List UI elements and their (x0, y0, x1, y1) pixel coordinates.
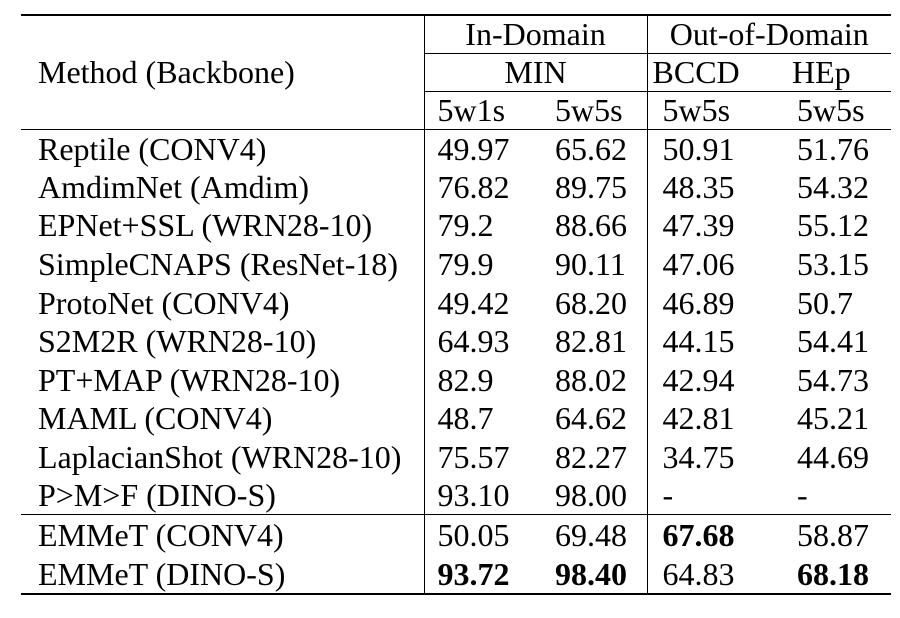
in-domain-group-header: In-Domain (424, 15, 648, 54)
value-cell-hep-5w5s: 54.32 (797, 168, 869, 205)
value-cell-min-5w1s: 49.97 (437, 130, 510, 167)
shots-header-min-5w1s: 5w1s (424, 91, 540, 130)
value-cell-min-5w1s: 79.9 (437, 246, 494, 283)
dataset-header-min: MIN (424, 53, 648, 92)
header-shots-row: 5w1s 5w5s 5w5s 5w5s (21, 91, 891, 130)
value-cell-hep-5w5s: 68.18 (797, 555, 869, 592)
table-row: EMMeT (CONV4) 50.05 69.48 67.68 58.87 (21, 514, 891, 555)
value-cell-min-5w5s: 98.00 (540, 476, 648, 515)
value-cell-min-5w1s: 50.05 (424, 514, 540, 555)
value-cell-bccd-5w5s: 44.15 (662, 323, 735, 360)
method-cell: SimpleCNAPS (ResNet-18) (21, 244, 425, 284)
dataset-header-bccd: BCCD (647, 53, 780, 92)
value-cell-bccd-5w5s: 47.06 (662, 246, 735, 283)
method-cell: S2M2R (WRN28-10) (21, 321, 425, 361)
table-row: P>M>F (DINO-S) 93.10 98.00 - - (21, 476, 891, 515)
value-cell-hep-5w5s: 44.69 (797, 439, 869, 476)
value-cell-min-5w1s: 76.82 (437, 168, 510, 205)
value-cell-min-5w5s: 68.20 (540, 283, 648, 322)
method-cell: EMMeT (CONV4) (21, 514, 425, 555)
value-cell-min-5w5s: 89.75 (540, 167, 648, 207)
value-cell-bccd-5w5s: 64.83 (662, 555, 735, 592)
table-row: EPNet+SSL (WRN28-10) 79.2 88.66 47.39 55… (21, 206, 891, 245)
value-cell-bccd-5w5s: 50.91 (662, 130, 735, 167)
value-cell-min-5w5s: 90.11 (540, 244, 648, 284)
header-dataset-row: MIN BCCD HEp (21, 53, 891, 92)
method-cell: AmdimNet (Amdim) (21, 167, 425, 207)
table-row: PT+MAP (WRN28-10) 82.9 88.02 42.94 54.73 (21, 360, 891, 400)
value-cell-min-5w5s: 65.62 (540, 129, 648, 168)
method-cell: LaplacianShot (WRN28-10) (21, 437, 425, 477)
value-cell-min-5w5s: 82.27 (540, 437, 648, 477)
method-cell: EMMeT (DINO-S) (21, 554, 425, 594)
value-cell-min-5w1s: 49.42 (437, 284, 510, 321)
method-cell: Reptile (CONV4) (21, 129, 425, 168)
value-cell-bccd-5w5s: 48.35 (662, 168, 735, 205)
value-cell-hep-5w5s: 58.87 (780, 514, 891, 555)
value-cell-hep-5w5s: - (797, 477, 808, 514)
value-cell-min-5w1s: 93.10 (437, 477, 510, 514)
header-group-row: Method (Backbone) In-Domain Out-of-Domai… (21, 15, 891, 130)
value-cell-hep-5w5s: 51.76 (797, 130, 869, 167)
value-cell-hep-5w5s: 54.41 (797, 323, 869, 360)
value-cell-bccd-5w5s: 46.89 (662, 284, 735, 321)
method-cell: MAML (CONV4) (21, 399, 425, 438)
value-cell-bccd-5w5s: 34.75 (662, 439, 735, 476)
table-row: SimpleCNAPS (ResNet-18) 79.9 90.11 47.06… (21, 244, 891, 284)
table-row: S2M2R (WRN28-10) 64.93 82.81 44.15 54.41 (21, 321, 891, 361)
method-cell: P>M>F (DINO-S) (21, 476, 425, 515)
shots-header-hep-5w5s: 5w5s (780, 91, 891, 130)
emmet-rows: EMMeT (CONV4) 50.05 69.48 67.68 58.87 EM… (21, 514, 891, 594)
value-cell-min-5w1s: 93.72 (437, 555, 510, 592)
value-cell-min-5w1s: 82.9 (437, 361, 494, 398)
out-of-domain-group-header: Out-of-Domain (647, 15, 891, 54)
table-row: LaplacianShot (WRN28-10) 75.57 82.27 34.… (21, 437, 891, 477)
table-row: MAML (CONV4) 48.7 64.62 42.81 45.21 (21, 399, 891, 438)
value-cell-min-5w5s: 64.62 (540, 399, 648, 438)
table-header: Method (Backbone) In-Domain Out-of-Domai… (21, 15, 891, 130)
value-cell-hep-5w5s: 50.7 (797, 284, 853, 321)
value-cell-bccd-5w5s: 67.68 (647, 514, 780, 555)
table-row: Reptile (CONV4) 49.97 65.62 50.91 51.76 (21, 129, 891, 168)
value-cell-min-5w1s: 79.2 (437, 207, 494, 244)
value-cell-min-5w5s: 69.48 (540, 514, 648, 555)
method-cell: ProtoNet (CONV4) (21, 283, 425, 322)
method-cell: PT+MAP (WRN28-10) (21, 360, 425, 400)
table-row: EMMeT (DINO-S) 93.72 98.40 64.83 68.18 (21, 554, 891, 594)
value-cell-min-5w5s: 88.66 (540, 206, 648, 245)
value-cell-bccd-5w5s: 42.81 (662, 400, 735, 437)
value-cell-min-5w1s: 48.7 (437, 400, 494, 437)
value-cell-bccd-5w5s: 42.94 (662, 361, 735, 398)
value-cell-hep-5w5s: 55.12 (797, 207, 869, 244)
table-row: AmdimNet (Amdim) 76.82 89.75 48.35 54.32 (21, 167, 891, 207)
value-cell-hep-5w5s: 54.73 (797, 361, 869, 398)
value-cell-hep-5w5s: 53.15 (797, 246, 869, 283)
value-cell-min-5w5s: 98.40 (540, 554, 648, 594)
dataset-header-hep: HEp (780, 53, 891, 92)
value-cell-bccd-5w5s: 47.39 (662, 207, 735, 244)
table-row: ProtoNet (CONV4) 49.42 68.20 46.89 50.7 (21, 283, 891, 322)
main-rows: Reptile (CONV4) 49.97 65.62 50.91 51.76 … (21, 129, 891, 515)
value-cell-min-5w5s: 82.81 (540, 321, 648, 361)
value-cell-min-5w1s: 64.93 (437, 323, 510, 360)
shots-header-bccd-5w5s: 5w5s (647, 91, 780, 130)
value-cell-bccd-5w5s: - (662, 477, 674, 514)
few-shot-results-table: Method (Backbone) In-Domain Out-of-Domai… (21, 14, 891, 595)
shots-header-min-5w5s: 5w5s (540, 91, 648, 130)
value-cell-hep-5w5s: 45.21 (797, 400, 869, 437)
method-column-header: Method (Backbone) (21, 15, 425, 130)
method-cell: EPNet+SSL (WRN28-10) (21, 206, 425, 245)
value-cell-min-5w5s: 88.02 (540, 360, 648, 400)
value-cell-min-5w1s: 75.57 (437, 439, 510, 476)
